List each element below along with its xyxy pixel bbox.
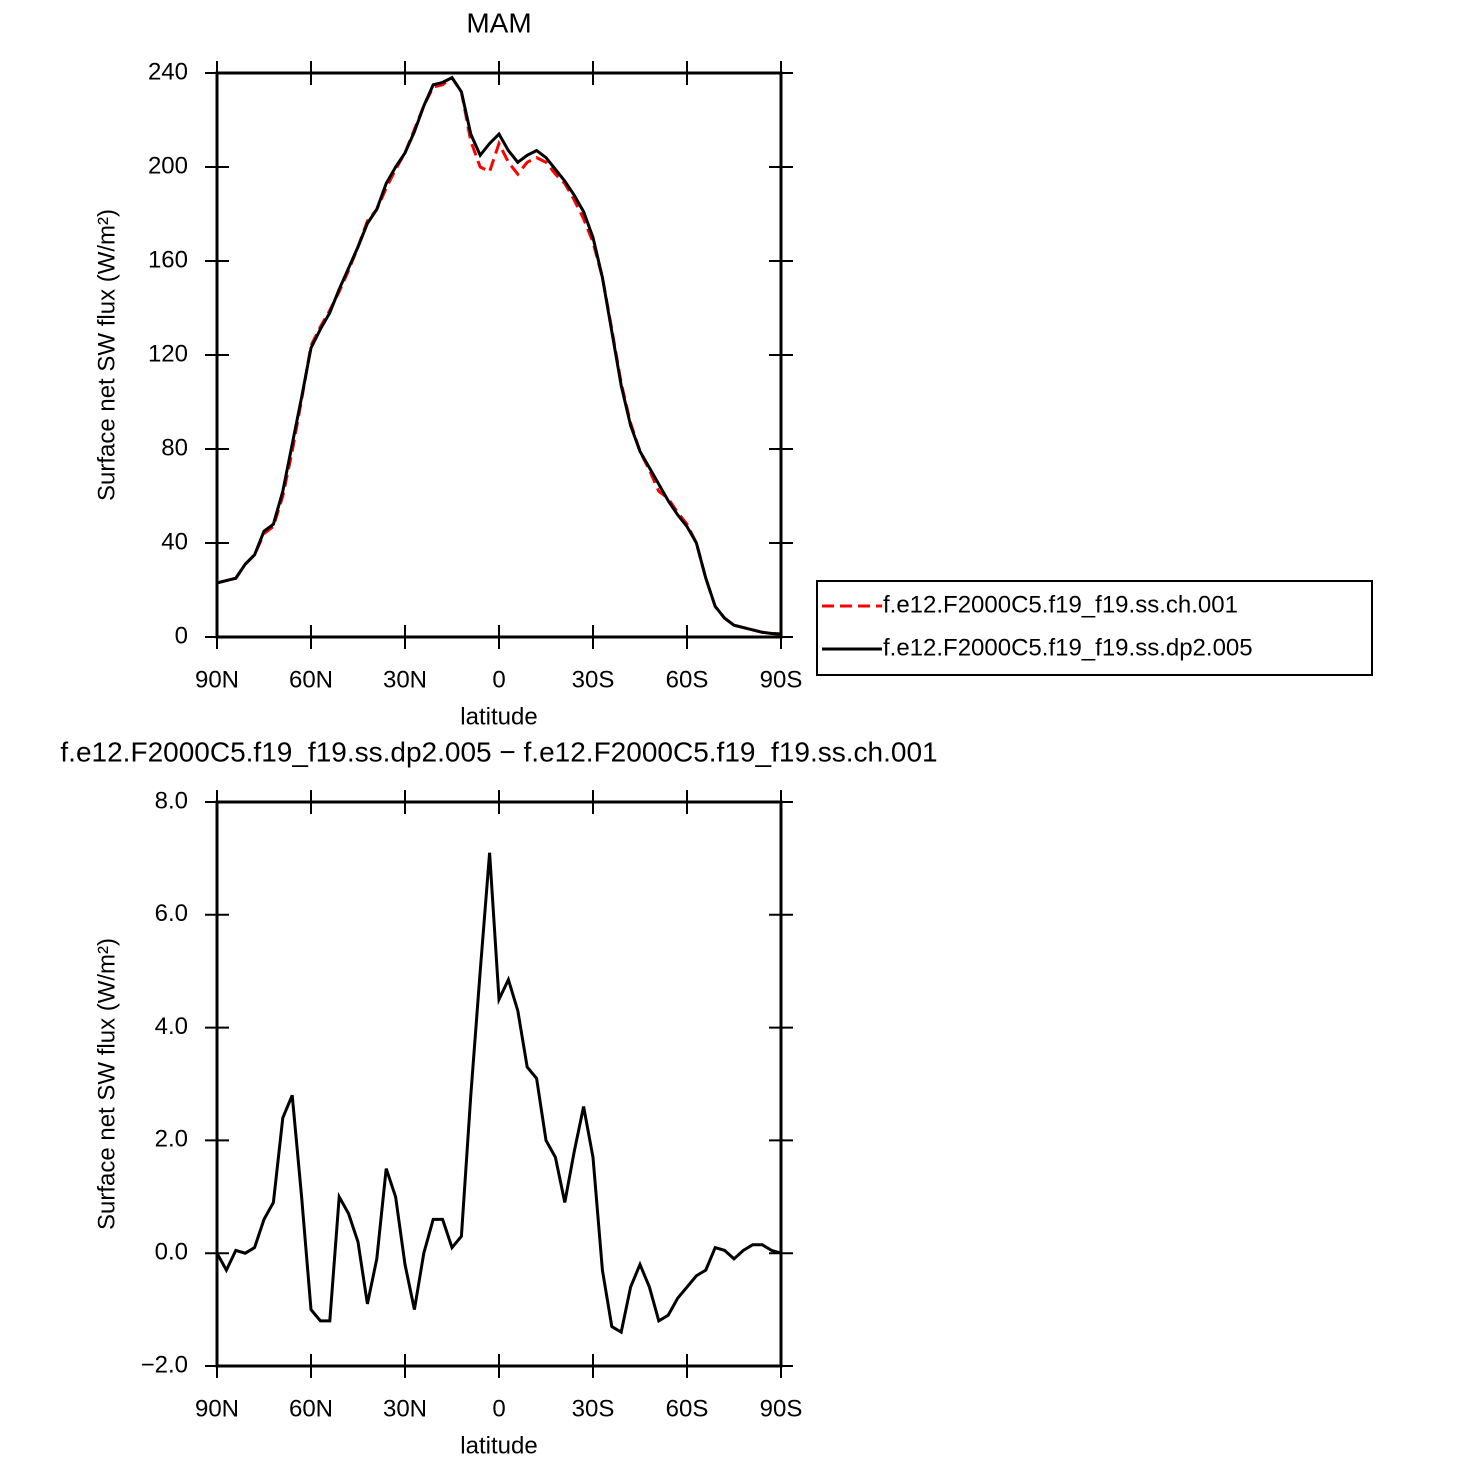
legend-label: f.e12.F2000C5.f19_f19.ss.dp2.005 (883, 634, 1253, 661)
x-tick-label: 30N (383, 666, 427, 693)
y-tick-label: −2.0 (141, 1351, 188, 1378)
x-tick-label: 60S (666, 1395, 709, 1422)
x-axis-label: latitude (460, 703, 537, 730)
y-axis-label: Surface net SW flux (W/m²) (93, 938, 120, 1230)
data-line (215, 852, 782, 1335)
data-line (216, 75, 782, 636)
y-tick-label: 120 (148, 340, 188, 367)
x-tick-label: 90N (195, 666, 239, 693)
data-line (216, 75, 782, 636)
x-tick-label: 90S (760, 666, 803, 693)
y-tick-label: 200 (148, 152, 188, 179)
x-tick-label: 30S (572, 1395, 615, 1422)
legend-label: f.e12.F2000C5.f19_f19.ss.ch.001 (883, 591, 1238, 618)
legend-box (816, 580, 1373, 676)
y-tick-label: 160 (148, 246, 188, 273)
y-tick-label: 240 (148, 58, 188, 85)
chart-title: f.e12.F2000C5.f19_f19.ss.dp2.005 − f.e12… (60, 736, 937, 767)
x-tick-label: 0 (492, 666, 505, 693)
x-tick-label: 30N (383, 1395, 427, 1422)
x-tick-label: 90N (195, 1395, 239, 1422)
y-tick-label: 2.0 (155, 1126, 188, 1153)
x-tick-label: 30S (572, 666, 615, 693)
y-tick-label: 80 (161, 434, 188, 461)
y-axis-label: Surface net SW flux (W/m²) (93, 209, 120, 501)
y-tick-label: 4.0 (155, 1013, 188, 1040)
x-tick-label: 60S (666, 666, 709, 693)
y-tick-label: 0.0 (155, 1239, 188, 1266)
plot-frame (215, 71, 783, 639)
x-axis-label: latitude (460, 1432, 537, 1459)
x-tick-label: 60N (289, 1395, 333, 1422)
plot-frame (215, 800, 783, 1368)
x-tick-label: 90S (760, 1395, 803, 1422)
y-tick-label: 8.0 (155, 787, 188, 814)
y-tick-label: 6.0 (155, 900, 188, 927)
x-tick-label: 60N (289, 666, 333, 693)
chart-title: MAM (466, 7, 531, 38)
x-tick-label: 0 (492, 1395, 505, 1422)
y-tick-label: 0 (175, 622, 188, 649)
y-tick-label: 40 (161, 528, 188, 555)
